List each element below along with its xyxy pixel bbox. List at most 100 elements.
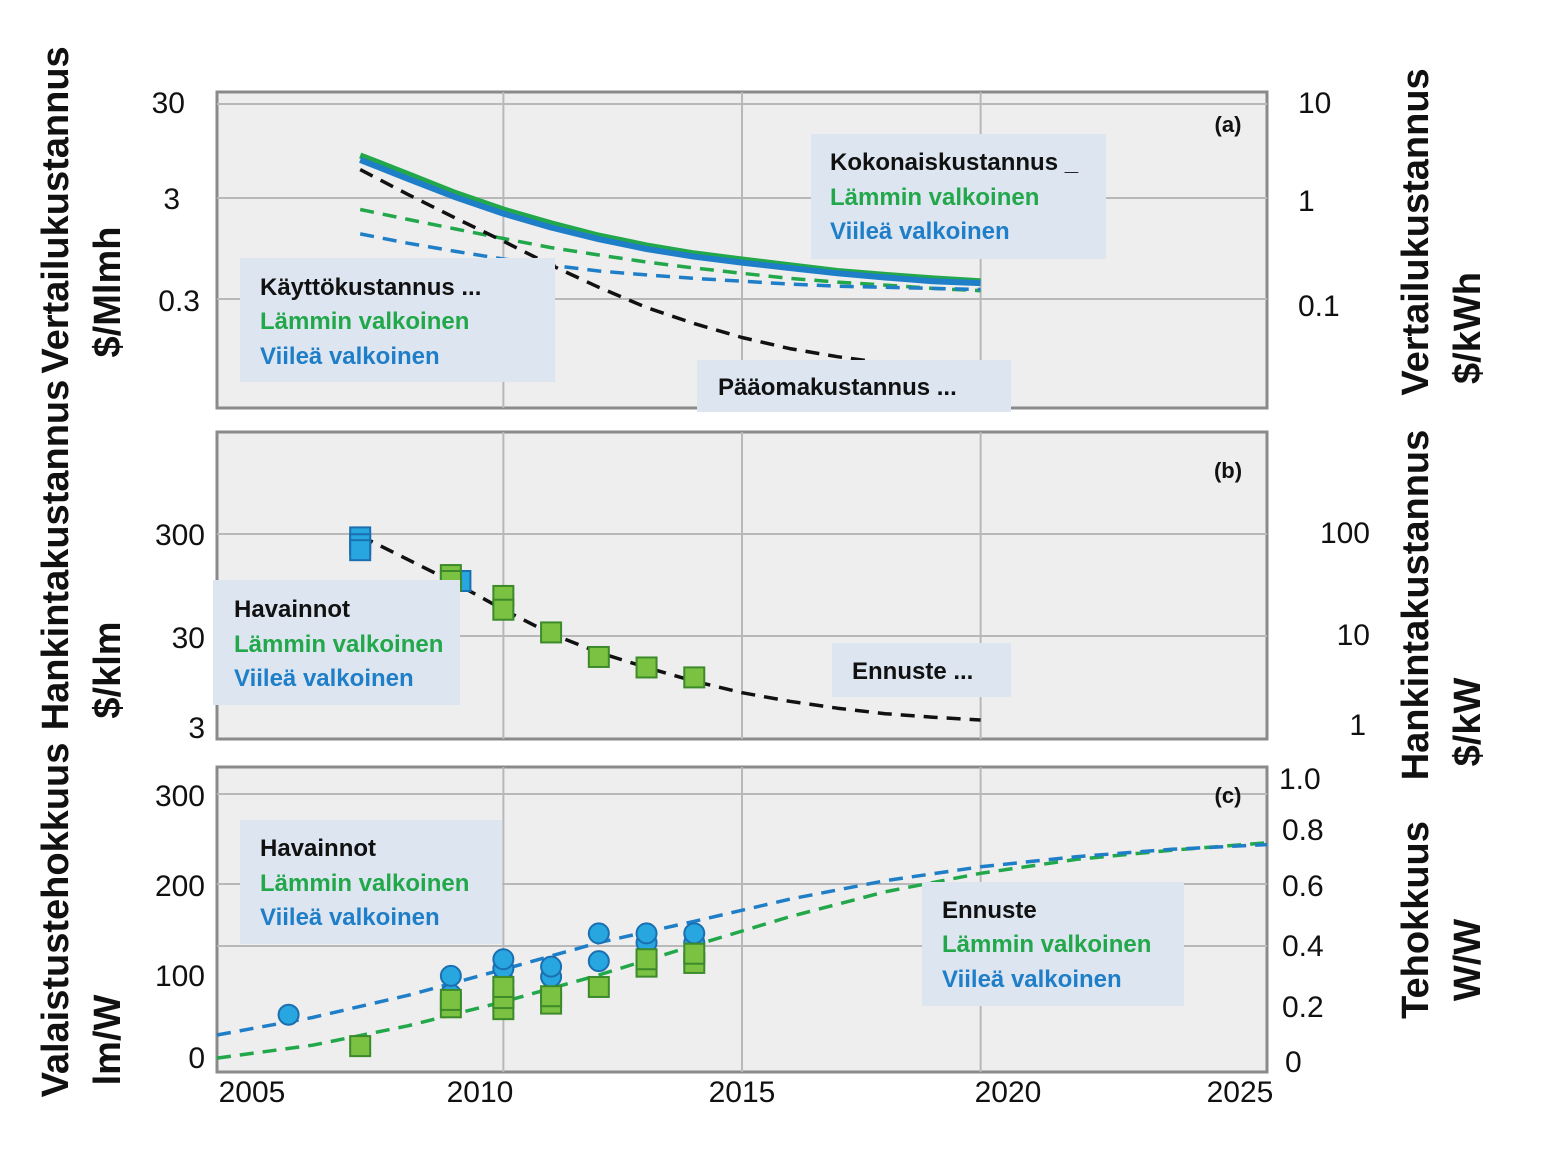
x-axis: 2005 2010 2015 2020 2025 [219, 1076, 1274, 1109]
observation-warm-marker [349, 1035, 372, 1058]
legend-box [697, 360, 1011, 412]
panel-c-y2tick: 1.0 [1279, 763, 1321, 796]
observation-warm-marker [492, 598, 515, 621]
x-tick: 2020 [975, 1076, 1042, 1109]
legend-box [811, 134, 1106, 259]
observation-warm-marker [439, 988, 462, 1011]
panel-c-ytick: 0 [188, 1042, 205, 1075]
forecast-line [216, 842, 1268, 1037]
x-tick: 2025 [1207, 1076, 1274, 1109]
panel-b-y2label-line1: Hankintakustannus [1395, 430, 1437, 781]
legend-warm: Lämmin valkoinen [234, 631, 443, 658]
forecast-line [216, 841, 1268, 1060]
panel-a-y2label-line2: $/kWh [1447, 272, 1489, 384]
observation-warm-marker [540, 621, 563, 644]
legend-title: Havainnot [234, 596, 350, 623]
legend-forecast-c: Ennuste Lämmin valkoinen Viileä valkoine… [922, 882, 1184, 1006]
panel-a-ytick: 0.3 [158, 285, 200, 318]
observation-warm-marker [683, 666, 706, 689]
panel-c-series [216, 841, 1268, 1060]
x-tick: 2005 [219, 1076, 286, 1109]
panel-b-y2label-line2: $/kW [1447, 678, 1489, 767]
observation-cool-marker [277, 1003, 300, 1026]
observation-warm-marker [492, 975, 515, 998]
observation-cool-marker [635, 922, 658, 945]
panel-a-y2tick: 0.1 [1298, 290, 1340, 323]
legend-warm: Lämmin valkoinen [830, 184, 1039, 211]
legend-cool: Viileä valkoinen [942, 966, 1122, 993]
legend-forecast-b: Ennuste ... [832, 643, 1011, 697]
legend-box [240, 258, 555, 382]
legend-observations-c: Havainnot Lämmin valkoinen Viileä valkoi… [240, 820, 502, 944]
panel-a-ytick: 30 [152, 87, 185, 120]
panel-c-y2label-line1: Tehokkuus [1395, 821, 1437, 1019]
legend-box [240, 820, 502, 944]
observation-cool-marker [492, 948, 515, 971]
panel-b-tag: (b) [1214, 458, 1242, 483]
cost-dashed-line [359, 232, 981, 292]
cost-dashed-line [359, 207, 981, 293]
panel-b: (b) 300 30 3 100 10 1 Hankintakustannus … [35, 380, 1489, 781]
panel-b-ylabel-line1: Hankintakustannus [35, 380, 77, 731]
legend-title: Kokonaiskustannus _ [830, 149, 1079, 176]
observation-cool-marker [683, 922, 706, 945]
panel-c-y2tick: 0 [1285, 1046, 1302, 1079]
observation-warm-marker [587, 975, 610, 998]
x-tick: 2010 [447, 1076, 514, 1109]
panel-a-ytick: 3 [163, 183, 180, 216]
observation-cool-marker [587, 922, 610, 945]
observation-cool-marker [540, 955, 563, 978]
legend-title: Käyttökustannus ... [260, 274, 481, 301]
panel-c-y2label-line2: W/W [1447, 919, 1489, 1001]
panel-a-y2tick: 1 [1298, 185, 1315, 218]
panel-c-ytick: 100 [155, 960, 205, 993]
observation-warm-marker [635, 948, 658, 971]
legend-operating-cost: Käyttökustannus ... Lämmin valkoinen Vii… [240, 258, 555, 382]
observation-cool-marker [349, 539, 372, 562]
observation-warm-marker [540, 985, 563, 1008]
legend-capital-cost: Pääomakustannus ... [697, 360, 1011, 412]
legend-warm: Lämmin valkoinen [260, 308, 469, 335]
observation-warm-marker [683, 942, 706, 965]
observation-cool-marker [439, 964, 462, 987]
panel-a: (a) 30 3 0.3 10 1 0.1 Vertailukustannus … [35, 46, 1489, 412]
legend-warm: Lämmin valkoinen [942, 931, 1151, 958]
panel-a-tag: (a) [1215, 112, 1242, 137]
legend-title: Ennuste ... [852, 658, 973, 685]
panel-c-tag: (c) [1215, 783, 1242, 808]
panel-a-ylabel-line1: Vertailukustannus [35, 46, 77, 373]
panel-c-ytick: 200 [155, 870, 205, 903]
observation-cool-marker [587, 950, 610, 973]
panel-a-ylabel-line2: $/Mlmh [87, 227, 129, 358]
panel-c-y2tick: 0.4 [1282, 930, 1324, 963]
total-cost-line [359, 157, 981, 287]
panel-c-y2tick: 0.2 [1282, 991, 1324, 1024]
legend-cool: Viileä valkoinen [234, 665, 414, 692]
panel-b-ytick: 30 [172, 622, 205, 655]
legend-total-cost: Kokonaiskustannus _ Lämmin valkoinen Vii… [811, 134, 1106, 259]
panel-b-ytick: 3 [188, 712, 205, 745]
legend-title: Ennuste [942, 897, 1037, 924]
legend-box [213, 580, 460, 705]
panel-c: (c) 0 100 200 300 0 0.2 0.4 0.6 0.8 1.0 … [35, 743, 1489, 1098]
observation-warm-marker [587, 645, 610, 668]
panel-a-y2tick: 10 [1298, 87, 1331, 120]
panel-a-y2label-line1: Vertailukustannus [1395, 68, 1437, 395]
panel-c-ylabel-line2: lm/W [87, 994, 129, 1085]
legend-box [922, 882, 1184, 1006]
legend-box [832, 643, 1011, 697]
legend-title: Havainnot [260, 835, 376, 862]
panel-b-y2tick: 1 [1349, 709, 1366, 742]
panel-c-ytick: 300 [155, 780, 205, 813]
legend-observations-b: Havainnot Lämmin valkoinen Viileä valkoi… [213, 580, 460, 705]
legend-warm: Lämmin valkoinen [260, 870, 469, 897]
panel-b-ylabel-line2: $/klm [87, 621, 129, 718]
panel-c-ylabel-line1: Valaistustehokkuus [35, 743, 77, 1098]
panel-b-y2tick: 100 [1320, 517, 1370, 550]
panel-b-ytick: 300 [155, 519, 205, 552]
legend-cool: Viileä valkoinen [260, 904, 440, 931]
panel-b-y2tick: 10 [1337, 619, 1370, 652]
legend-cool: Viileä valkoinen [260, 343, 440, 370]
legend-cool: Viileä valkoinen [830, 218, 1010, 245]
